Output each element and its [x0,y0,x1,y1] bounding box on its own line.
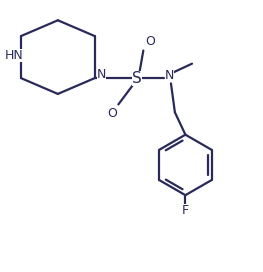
Text: S: S [132,71,142,86]
Text: N: N [165,69,174,82]
Text: HN: HN [5,49,24,62]
Text: O: O [145,35,155,48]
Text: O: O [107,107,117,120]
Text: F: F [182,205,189,217]
Text: N: N [97,68,106,81]
